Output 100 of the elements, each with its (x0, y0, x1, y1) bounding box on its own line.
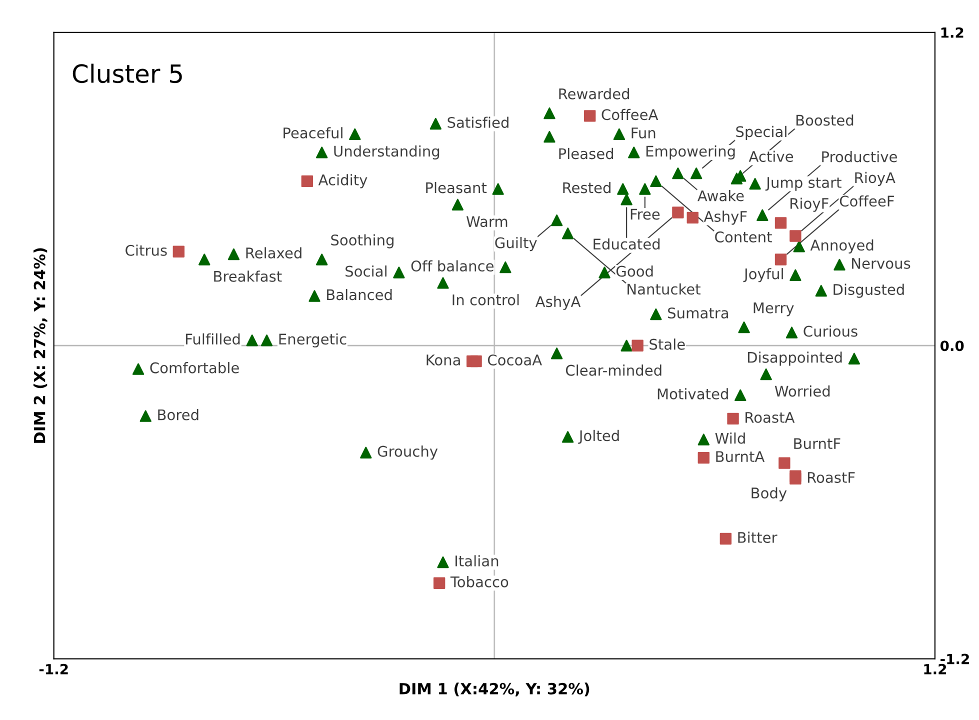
annotation: RioyF (790, 198, 828, 212)
annotation: Joyful (743, 268, 783, 282)
annotation: Energetic (279, 333, 346, 348)
point (790, 470, 802, 482)
point (738, 321, 750, 334)
point (228, 248, 240, 260)
annotation: Good (616, 265, 653, 277)
annotation: Italian (456, 555, 498, 566)
point (301, 175, 314, 188)
annotation: Nervous (852, 258, 910, 269)
point (786, 326, 798, 338)
point (620, 194, 632, 206)
point (650, 308, 662, 320)
annotation: RoastF (808, 472, 855, 483)
annotation: Clear-minded (566, 364, 662, 376)
annotation: Fun (632, 128, 656, 138)
point (628, 146, 640, 158)
point (613, 128, 626, 140)
y-tick-label: 1.2 (941, 27, 964, 38)
annotation: Rewarded (559, 88, 630, 100)
annotation: CocoaA (488, 354, 542, 366)
point (308, 290, 320, 302)
y-tick-label: 0.0 (940, 340, 964, 352)
point (756, 209, 768, 221)
point (562, 431, 574, 443)
annotation: Stale (650, 338, 685, 350)
point (437, 277, 449, 289)
y-tick-label: -1.2 (940, 654, 969, 664)
point (246, 334, 258, 346)
annotation: Free (630, 208, 660, 220)
point (620, 340, 632, 352)
annotation: RioyA (855, 172, 896, 186)
annotation: CoffeeA (602, 108, 658, 120)
annotation: Special (736, 126, 786, 140)
annotation: Jolted (578, 430, 619, 444)
point (815, 284, 827, 297)
annotation: Content (715, 231, 772, 242)
annotation: Cluster 5 (72, 64, 182, 84)
point (727, 412, 739, 425)
point (349, 128, 361, 140)
annotation: Bitter (738, 532, 778, 543)
point (132, 363, 144, 375)
point (650, 175, 662, 188)
annotation: Nantucket (628, 283, 700, 295)
point (672, 167, 684, 180)
annotation: Off balance (411, 260, 494, 272)
annotation: Balanced (327, 288, 392, 300)
point (698, 452, 710, 464)
point (550, 214, 563, 226)
point (430, 118, 442, 130)
point (562, 228, 574, 240)
point (686, 212, 698, 224)
annotation: Motivated (658, 388, 728, 400)
annotation: Breakfast (214, 270, 282, 282)
point (198, 254, 210, 266)
annotation: Comfortable (150, 362, 239, 374)
annotation: Jump start (765, 177, 842, 191)
point (584, 110, 596, 122)
point (470, 355, 482, 368)
point (778, 457, 790, 469)
point (544, 107, 556, 120)
point (544, 130, 556, 143)
annotation: AshyF (704, 210, 747, 225)
annotation: Guilty (495, 236, 537, 252)
annotation: Boosted (796, 114, 854, 126)
point (793, 240, 805, 252)
point (500, 261, 512, 274)
annotation: Sumatra (668, 307, 728, 319)
annotation: Bored (158, 409, 198, 420)
annotation: Body (752, 487, 787, 502)
point (790, 230, 802, 242)
point (492, 183, 504, 195)
point (316, 254, 328, 266)
point (698, 434, 710, 446)
annotation: Wild (715, 432, 745, 444)
point (760, 368, 772, 380)
annotation: Disgusted (834, 284, 904, 298)
point (690, 167, 702, 180)
point (639, 183, 651, 195)
point (433, 577, 446, 589)
y-axis-title: DIM 2 (X: 27%, Y: 24%) (34, 248, 48, 443)
point (848, 352, 860, 364)
annotation: Worried (774, 385, 830, 397)
annotation: Relaxed (246, 247, 302, 258)
annotation: RoastA (746, 412, 795, 423)
point (617, 183, 629, 195)
annotation: Understanding (334, 145, 440, 160)
annotation: Active (748, 150, 794, 162)
annotation: Fulfilled (186, 333, 240, 345)
annotation: Grouchy (378, 446, 438, 460)
annotation: Awake (698, 190, 744, 202)
point (734, 389, 746, 402)
point (749, 178, 761, 190)
point (260, 334, 273, 346)
point (672, 206, 684, 218)
point (316, 146, 328, 158)
annotation: Pleasant (426, 182, 487, 194)
point (452, 198, 464, 211)
annotation: Annoyed (810, 239, 874, 254)
annotation: Merry (754, 302, 794, 316)
